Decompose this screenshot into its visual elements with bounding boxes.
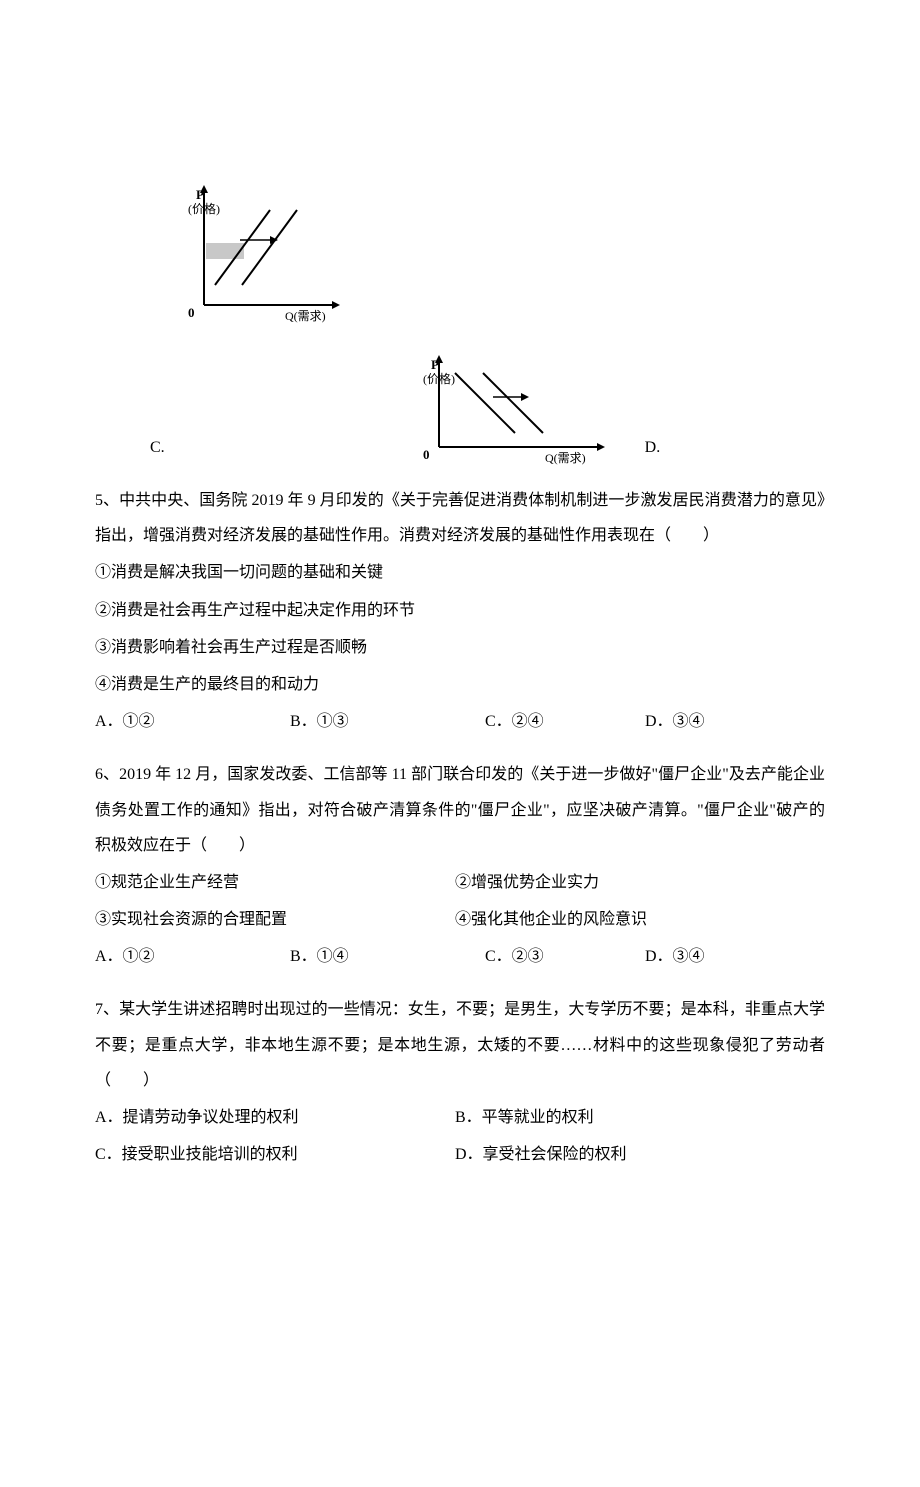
q5-statement-3: ③消费影响着社会再生产过程是否顺畅: [95, 630, 825, 665]
q7-option-b[interactable]: B．平等就业的权利: [455, 1100, 594, 1135]
q6-option-b[interactable]: B．①④: [290, 939, 485, 974]
q7-option-a[interactable]: A．提请劳动争议处理的权利: [95, 1100, 455, 1135]
q6-statements-34: ③实现社会资源的合理配置 ④强化其他企业的风险意识: [95, 902, 825, 937]
option-d-label: D.: [645, 430, 661, 465]
q5-text: 5、中共中央、国务院 2019 年 9 月印发的《关于完善促进消费体制机制进一步…: [95, 483, 825, 553]
q5-option-c[interactable]: C．②④: [485, 704, 645, 739]
chart2-origin: 0: [423, 447, 430, 462]
q6-text: 6、2019 年 12 月，国家发改委、工信部等 11 部门联合印发的《关于进一…: [95, 757, 825, 863]
chart2-xarrowhead: [597, 443, 605, 451]
q7-option-c[interactable]: C．接受职业技能培训的权利: [95, 1137, 455, 1172]
q7-options-cd: C．接受职业技能培训的权利 D．享受社会保险的权利: [95, 1137, 825, 1172]
chart2-xlabel: Q(需求): [545, 451, 586, 465]
chart1-xarrowhead: [332, 301, 340, 309]
q5-statement-4: ④消费是生产的最终目的和动力: [95, 667, 825, 702]
q7-options-ab: A．提请劳动争议处理的权利 B．平等就业的权利: [95, 1100, 825, 1135]
q7-option-d[interactable]: D．享受社会保险的权利: [455, 1137, 627, 1172]
chart2-svg: P (价格) 0 Q(需求): [415, 355, 615, 465]
q5-option-b[interactable]: B．①③: [290, 704, 485, 739]
q6-option-d[interactable]: D．③④: [645, 939, 705, 974]
chart2-line-right: [483, 373, 543, 433]
q6-statement-2: ②增强优势企业实力: [455, 865, 599, 900]
q5-options: A．①② B．①③ C．②④ D．③④: [95, 704, 825, 739]
q6-option-c[interactable]: C．②③: [485, 939, 645, 974]
q5-statement-2: ②消费是社会再生产过程中起决定作用的环节: [95, 593, 825, 628]
q6-statement-1: ①规范企业生产经营: [95, 865, 455, 900]
chart1-xlabel: Q(需求): [285, 309, 326, 323]
chart1-svg: P (价格) 0 Q(需求): [180, 185, 350, 325]
q6-statement-4: ④强化其他企业的风险意识: [455, 902, 647, 937]
options-c-d-row: C. P (价格) 0 Q(需求) D.: [95, 355, 825, 465]
chart1-line-right: [242, 210, 297, 285]
chart1-origin: 0: [188, 305, 195, 320]
option-c-label: C.: [150, 430, 165, 465]
chart-supply-shift: P (价格) 0 Q(需求): [180, 185, 825, 325]
question-7: 7、某大学生讲述招聘时出现过的一些情况：女生，不要；是男生，大专学历不要；是本科…: [95, 992, 825, 1172]
q6-options: A．①② B．①④ C．②③ D．③④: [95, 939, 825, 974]
q7-text: 7、某大学生讲述招聘时出现过的一些情况：女生，不要；是男生，大专学历不要；是本科…: [95, 992, 825, 1098]
q5-statement-1: ①消费是解决我国一切问题的基础和关键: [95, 555, 825, 590]
question-5: 5、中共中央、国务院 2019 年 9 月印发的《关于完善促进消费体制机制进一步…: [95, 483, 825, 739]
q5-option-d[interactable]: D．③④: [645, 704, 705, 739]
chart2-line-left: [455, 373, 515, 433]
question-6: 6、2019 年 12 月，国家发改委、工信部等 11 部门联合印发的《关于进一…: [95, 757, 825, 974]
chart2-arrow-head: [521, 393, 529, 401]
q6-statement-3: ③实现社会资源的合理配置: [95, 902, 455, 937]
q6-statements-12: ①规范企业生产经营 ②增强优势企业实力: [95, 865, 825, 900]
chart1-shade: [206, 243, 244, 259]
q5-option-a[interactable]: A．①②: [95, 704, 290, 739]
q6-option-a[interactable]: A．①②: [95, 939, 290, 974]
